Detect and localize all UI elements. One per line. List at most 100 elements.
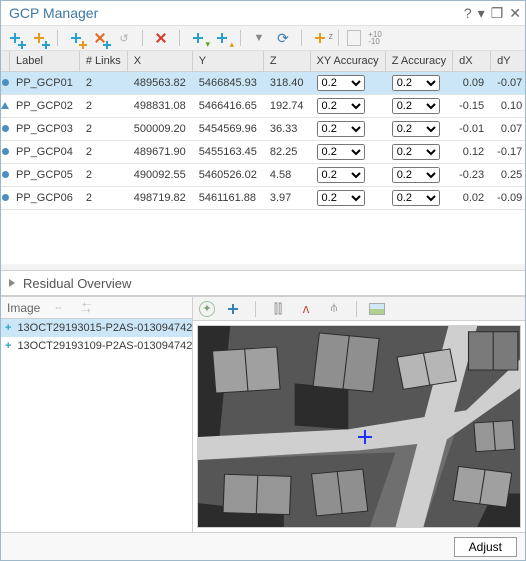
- cell-y: 5466416.65: [192, 95, 263, 118]
- footer: Adjust: [1, 532, 525, 560]
- cell-dy: -0.09: [491, 187, 525, 210]
- plus-icon: +: [5, 340, 11, 352]
- cell-z: 36.33: [263, 118, 310, 141]
- circle-marker-icon: [2, 194, 9, 201]
- xy-accuracy-select[interactable]: 0.2: [317, 75, 365, 91]
- table-row[interactable]: PP_GCP062498719.825461161.883.970.20.20.…: [1, 187, 525, 210]
- target-remove-icon[interactable]: [90, 28, 110, 48]
- cell-x: 490092.55: [127, 164, 192, 187]
- main-toolbar: ↺ ▾ ▴ ▼ ⟳ z +10-10: [1, 25, 525, 51]
- table-row[interactable]: PP_GCP022498831.085466416.65192.740.20.2…: [1, 95, 525, 118]
- z-accuracy-select[interactable]: 0.2: [392, 144, 440, 160]
- image-viewer-panel: ✦ ⫿⫿ ᴧ ⫛: [193, 297, 525, 532]
- residual-overview-accordion[interactable]: Residual Overview: [1, 270, 525, 296]
- chevron-right-icon: [9, 279, 15, 287]
- coord-format-icon[interactable]: +10-10: [365, 28, 385, 48]
- viewer-toolbar: ✦ ⫿⫿ ᴧ ⫛: [193, 297, 525, 321]
- help-button[interactable]: ?: [464, 5, 472, 21]
- column-header[interactable]: Y: [192, 51, 263, 72]
- delete-icon[interactable]: [151, 28, 171, 48]
- profile-icon[interactable]: ᴧ: [296, 299, 316, 319]
- gcp-marker-icon: [358, 430, 372, 444]
- cell-label: PP_GCP02: [10, 95, 80, 118]
- xy-accuracy-select[interactable]: 0.2: [317, 167, 365, 183]
- cell-z: 4.58: [263, 164, 310, 187]
- xy-accuracy-select[interactable]: 0.2: [317, 190, 365, 206]
- link-remove-icon[interactable]: +⎯⎯+: [76, 298, 96, 318]
- cell-links: 2: [79, 72, 127, 95]
- image-list-header: Image: [7, 301, 40, 315]
- image-list-item[interactable]: +13OCT29193109-P2AS-0130947420: [1, 337, 192, 355]
- column-header[interactable]: dX: [453, 51, 491, 72]
- column-header[interactable]: dY: [491, 51, 525, 72]
- window-title: GCP Manager: [5, 5, 464, 21]
- xy-accuracy-select[interactable]: 0.2: [317, 98, 365, 114]
- picture-icon[interactable]: [369, 303, 385, 315]
- target-add-icon[interactable]: [66, 28, 86, 48]
- table-row[interactable]: PP_GCP042489671.905455163.4582.250.20.20…: [1, 141, 525, 164]
- column-header[interactable]: X: [127, 51, 192, 72]
- close-button[interactable]: ✕: [509, 5, 521, 22]
- cell-dy: -0.07: [491, 72, 525, 95]
- cell-label: PP_GCP04: [10, 141, 80, 164]
- add-gcp-icon[interactable]: [5, 28, 25, 48]
- adjust-button[interactable]: Adjust: [454, 537, 517, 557]
- cell-dy: 0.10: [491, 95, 525, 118]
- cell-dx: 0.12: [453, 141, 491, 164]
- cell-x: 489671.90: [127, 141, 192, 164]
- import-gcp-icon[interactable]: ▾: [188, 28, 208, 48]
- cell-label: PP_GCP06: [10, 187, 80, 210]
- z-accuracy-select[interactable]: 0.2: [392, 121, 440, 137]
- z-accuracy-select[interactable]: 0.2: [392, 190, 440, 206]
- image-view[interactable]: [197, 325, 521, 528]
- column-header[interactable]: Label: [10, 51, 80, 72]
- compute-icon[interactable]: z: [310, 28, 330, 48]
- xy-accuracy-select[interactable]: 0.2: [317, 144, 365, 160]
- table-row[interactable]: PP_GCP052490092.555460526.024.580.20.2-0…: [1, 164, 525, 187]
- cell-links: 2: [79, 118, 127, 141]
- undo-icon[interactable]: ↺: [114, 28, 134, 48]
- filter-icon[interactable]: ▼: [249, 28, 269, 48]
- globe-icon[interactable]: ✦: [199, 301, 215, 317]
- cell-y: 5455163.45: [192, 141, 263, 164]
- gcp-manager-window: GCP Manager ? ▾ ❐ ✕ ↺ ▾ ▴ ▼ ⟳ z +10-10 L…: [0, 0, 526, 561]
- export-gcp-icon[interactable]: ▴: [212, 28, 232, 48]
- column-header[interactable]: XY Accuracy: [310, 51, 385, 72]
- circle-marker-icon: [2, 148, 9, 155]
- cell-x: 489563.82: [127, 72, 192, 95]
- xy-accuracy-select[interactable]: 0.2: [317, 121, 365, 137]
- cell-dy: 0.25: [491, 164, 525, 187]
- triangle-marker-icon: [1, 102, 9, 109]
- column-header[interactable]: Z: [263, 51, 310, 72]
- table-row[interactable]: PP_GCP012489563.825466845.93318.400.20.2…: [1, 72, 525, 95]
- plus-icon: +: [5, 322, 11, 334]
- z-accuracy-select[interactable]: 0.2: [392, 167, 440, 183]
- cell-y: 5466845.93: [192, 72, 263, 95]
- image-list-item[interactable]: +13OCT29193015-P2AS-0130947420: [1, 319, 192, 337]
- slider-icon[interactable]: ⫛: [324, 299, 344, 319]
- column-header[interactable]: [1, 51, 10, 72]
- cell-links: 2: [79, 141, 127, 164]
- chart-icon[interactable]: ⫿⫿: [268, 299, 288, 319]
- z-accuracy-select[interactable]: 0.2: [392, 75, 440, 91]
- cell-y: 5454569.96: [192, 118, 263, 141]
- aerial-image: [198, 326, 520, 527]
- dropdown-button[interactable]: ▾: [478, 5, 485, 22]
- cell-links: 2: [79, 187, 127, 210]
- table-row[interactable]: PP_GCP032500009.205454569.9636.330.20.2-…: [1, 118, 525, 141]
- column-header[interactable]: Z Accuracy: [385, 51, 452, 72]
- link-add-icon[interactable]: ⇔: [48, 298, 68, 318]
- refresh-icon[interactable]: ⟳: [273, 28, 293, 48]
- report-icon[interactable]: [347, 30, 361, 46]
- restore-button[interactable]: ❐: [491, 5, 504, 22]
- cell-x: 500009.20: [127, 118, 192, 141]
- column-header[interactable]: # Links: [79, 51, 127, 72]
- cell-z: 3.97: [263, 187, 310, 210]
- add-checkpoint-icon[interactable]: [29, 28, 49, 48]
- crosshair-icon[interactable]: [223, 299, 243, 319]
- cell-links: 2: [79, 95, 127, 118]
- cell-dx: -0.23: [453, 164, 491, 187]
- z-accuracy-select[interactable]: 0.2: [392, 98, 440, 114]
- titlebar: GCP Manager ? ▾ ❐ ✕: [1, 1, 525, 25]
- cell-dy: -0.17: [491, 141, 525, 164]
